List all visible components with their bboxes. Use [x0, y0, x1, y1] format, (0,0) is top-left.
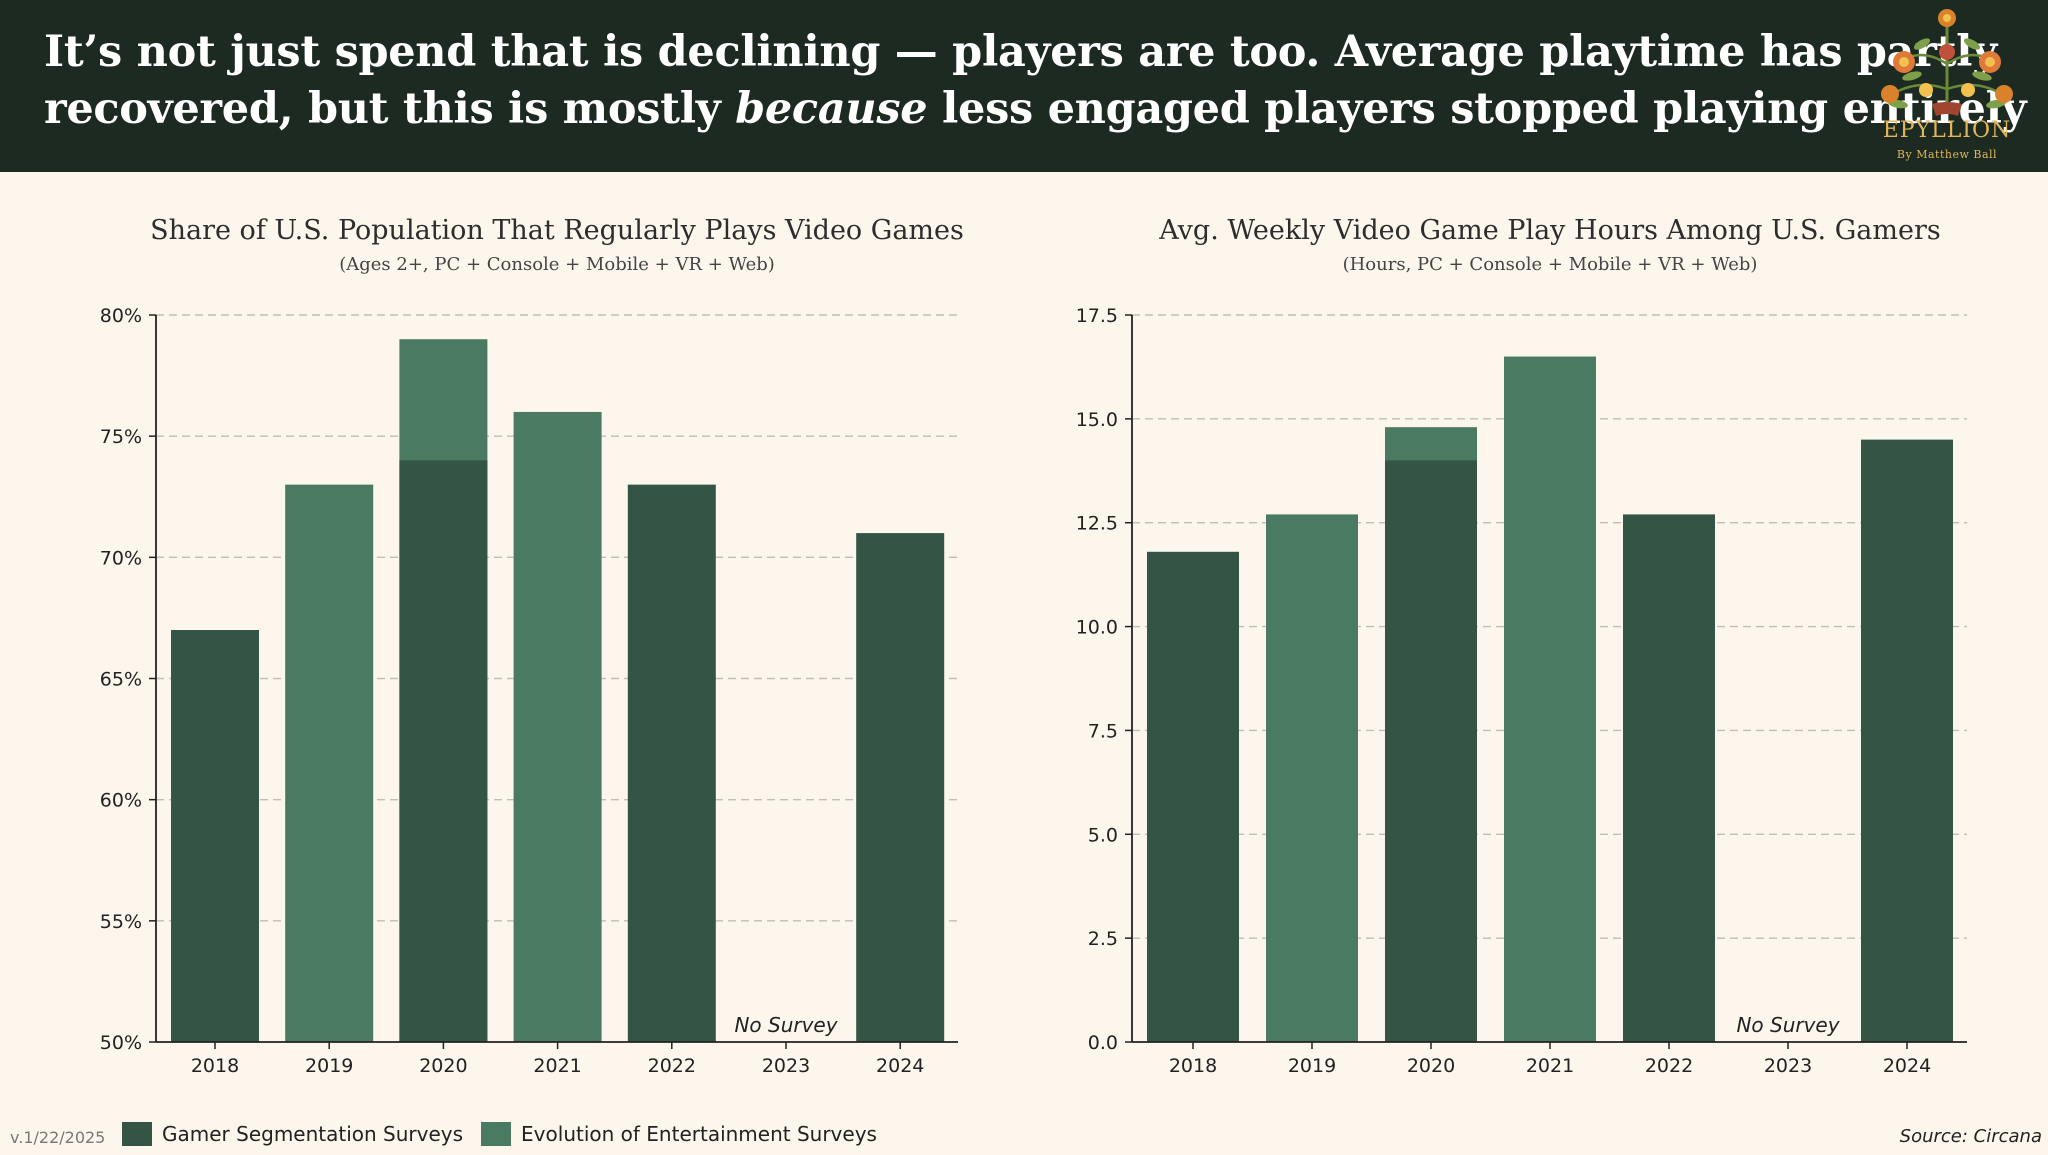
chart-subtitle: (Ages 2+, PC + Console + Mobile + VR + W…: [339, 254, 775, 275]
charts-area: Share of U.S. Population That Regularly …: [100, 215, 1967, 1077]
headline-line-2-start: recovered, but this is mostly: [44, 84, 736, 134]
y-tick-label: 12.5: [1076, 513, 1118, 535]
x-tick-label: 2018: [191, 1055, 239, 1077]
x-tick-label: 2019: [1288, 1055, 1336, 1077]
headline-line-1: It’s not just spend that is declining — …: [44, 27, 1997, 77]
legend-label: Evolution of Entertainment Surveys: [521, 1122, 877, 1146]
bar-gamer-segmentation-2024: [856, 533, 945, 1042]
x-tick-label: 2021: [1526, 1055, 1574, 1077]
bar-evolution-entertainment-2021: [1504, 356, 1596, 1042]
bar-gamer-segmentation-2020: [1385, 460, 1477, 1042]
y-tick-label: 2.5: [1088, 928, 1118, 950]
y-tick-label: 10.0: [1076, 617, 1118, 639]
header-banner: It’s not just spend that is declining — …: [0, 0, 2048, 172]
logo-name: EPYLLION: [1882, 118, 2012, 143]
headline-line-2: recovered, but this is mostly because le…: [44, 81, 2027, 138]
y-tick-label: 5.0: [1088, 824, 1118, 846]
bar-evolution-entertainment-2021: [513, 411, 602, 1042]
chart-weekly-hours: Avg. Weekly Video Game Play Hours Among …: [1076, 215, 1967, 1077]
x-tick-label: 2019: [305, 1055, 353, 1077]
y-tick-label: 75%: [100, 426, 142, 448]
y-tick-label: 70%: [100, 547, 142, 569]
headline: It’s not just spend that is declining — …: [44, 24, 2027, 138]
bar-gamer-segmentation-2024: [1861, 439, 1953, 1043]
y-tick-label: 7.5: [1088, 720, 1118, 742]
legend-item-gamer-segmentation: Gamer Segmentation Surveys: [122, 1122, 463, 1146]
logo-byline: By Matthew Ball: [1896, 148, 1998, 161]
floral-tree-logo-icon: [1881, 9, 2013, 116]
x-tick-label: 2018: [1169, 1055, 1217, 1077]
x-tick-label: 2020: [1407, 1055, 1455, 1077]
legend-swatch-dark: [122, 1122, 152, 1146]
legend-item-evolution-entertainment: Evolution of Entertainment Surveys: [481, 1122, 877, 1146]
y-tick-label: 50%: [100, 1032, 142, 1054]
x-tick-label: 2023: [1764, 1055, 1812, 1077]
bar-gamer-segmentation-2018: [171, 630, 259, 1042]
bar-gamer-segmentation-2022: [1623, 514, 1715, 1042]
y-tick-label: 80%: [100, 305, 142, 327]
bar-gamer-segmentation-2018: [1147, 551, 1239, 1042]
x-tick-label: 2023: [762, 1055, 810, 1077]
y-tick-label: 60%: [100, 790, 142, 812]
y-tick-label: 55%: [100, 911, 142, 933]
x-tick-label: 2021: [533, 1055, 581, 1077]
x-tick-label: 2022: [1645, 1055, 1693, 1077]
bar-gamer-segmentation-2022: [627, 484, 716, 1043]
y-tick-label: 17.5: [1076, 305, 1118, 327]
x-tick-label: 2024: [876, 1055, 924, 1077]
headline-emphasis: because: [735, 84, 928, 134]
no-survey-annotation: No Survey: [734, 1013, 838, 1037]
y-tick-label: 0.0: [1088, 1032, 1118, 1054]
legend: Gamer Segmentation Surveys Evolution of …: [122, 1120, 895, 1148]
bar-gamer-segmentation-2020: [399, 460, 488, 1042]
y-tick-label: 65%: [100, 669, 142, 691]
x-tick-label: 2022: [648, 1055, 696, 1077]
headline-line-2-end: less engaged players stopped playing ent…: [927, 84, 2027, 134]
version-label: v.1/22/2025: [10, 1128, 106, 1147]
bar-evolution-entertainment-2019: [285, 484, 374, 1043]
chart-share-population: Share of U.S. Population That Regularly …: [100, 215, 964, 1077]
chart-subtitle: (Hours, PC + Console + Mobile + VR + Web…: [1343, 254, 1758, 275]
source-label: Source: Circana: [1899, 1126, 2042, 1147]
chart-title: Avg. Weekly Video Game Play Hours Among …: [1158, 215, 1940, 246]
y-tick-label: 15.0: [1076, 409, 1118, 431]
legend-swatch-light: [481, 1122, 512, 1146]
x-tick-label: 2024: [1883, 1055, 1931, 1077]
chart-title: Share of U.S. Population That Regularly …: [150, 215, 964, 246]
legend-label: Gamer Segmentation Surveys: [162, 1122, 464, 1146]
x-tick-label: 2020: [419, 1055, 467, 1077]
no-survey-annotation: No Survey: [1736, 1013, 1840, 1037]
bar-evolution-entertainment-2019: [1266, 514, 1358, 1042]
